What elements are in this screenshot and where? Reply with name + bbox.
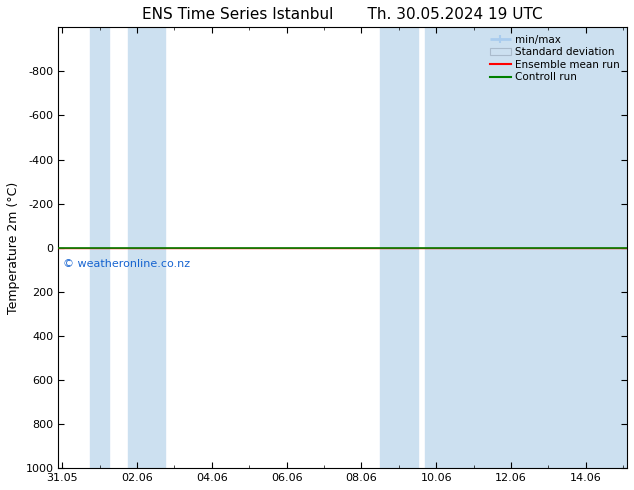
Bar	[380, 27, 418, 468]
Y-axis label: Temperature 2m (°C): Temperature 2m (°C)	[7, 182, 20, 314]
Bar	[127, 27, 165, 468]
Legend: min/max, Standard deviation, Ensemble mean run, Controll run: min/max, Standard deviation, Ensemble me…	[488, 32, 622, 84]
Title: ENS Time Series Istanbul       Th. 30.05.2024 19 UTC: ENS Time Series Istanbul Th. 30.05.2024 …	[143, 7, 543, 22]
Bar	[425, 27, 627, 468]
Text: © weatheronline.co.nz: © weatheronline.co.nz	[63, 259, 190, 269]
Bar	[90, 27, 109, 468]
